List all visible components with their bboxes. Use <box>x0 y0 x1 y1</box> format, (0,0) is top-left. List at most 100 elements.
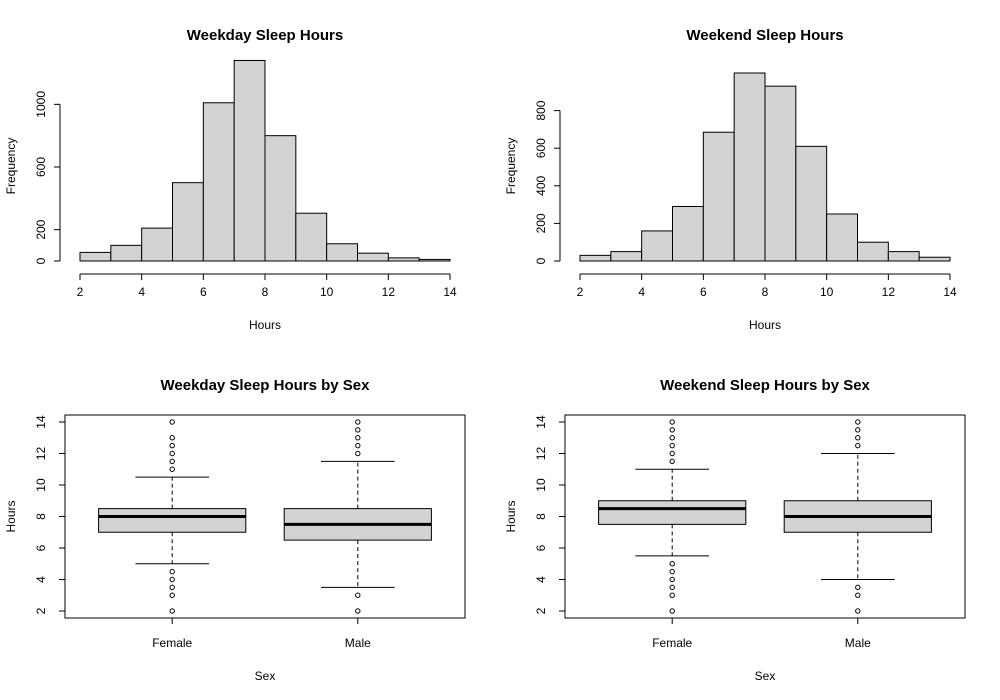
y-tick-label: 12 <box>534 447 548 461</box>
outlier-point <box>355 427 361 433</box>
y-tick-label: 600 <box>34 157 48 177</box>
x-tick-label: 14 <box>943 285 957 299</box>
x-tick-label: Male <box>345 636 371 650</box>
outlier-point <box>169 442 175 449</box>
y-tick-label: 0 <box>534 257 548 264</box>
x-tick-label: 2 <box>577 285 584 299</box>
y-tick-label: 6 <box>34 544 48 551</box>
outlier-point <box>355 442 361 449</box>
chart-title: Weekend Sleep Hours <box>686 27 843 44</box>
y-axis-label: Hours <box>4 500 18 532</box>
x-axis-label: Hours <box>249 318 281 332</box>
x-axis-label: Sex <box>755 669 776 683</box>
y-tick-label: 12 <box>34 447 48 461</box>
y-tick-label: 800 <box>534 100 548 120</box>
y-tick-label: 4 <box>34 576 48 583</box>
chart-title: Weekday Sleep Hours by Sex <box>161 377 371 394</box>
iqr-box <box>98 508 247 533</box>
outlier-point <box>669 450 675 457</box>
outlier-point <box>669 584 675 591</box>
histogram-bar <box>887 251 920 262</box>
histogram-bar <box>172 182 204 262</box>
histogram-bar <box>610 251 643 262</box>
histogram-bar <box>702 131 735 262</box>
chart-title: Weekday Sleep Hours <box>187 27 343 44</box>
outlier-point <box>669 568 675 575</box>
x-tick-label: 6 <box>700 285 707 299</box>
histogram-bar <box>418 258 451 262</box>
outlier-point <box>669 592 675 598</box>
y-tick-label: 10 <box>34 478 48 492</box>
x-tick-label: 4 <box>638 285 645 299</box>
outlier-point <box>855 592 861 598</box>
histogram-bar <box>579 254 612 262</box>
y-tick-label: 400 <box>534 175 548 195</box>
y-tick-label: 8 <box>34 513 48 520</box>
outlier-point <box>669 561 675 567</box>
outlier-point <box>669 427 675 433</box>
outlier-point <box>669 458 675 465</box>
chart-panel-1: Weekday Sleep Hours 2 4 6 8 10 12 14 0 200 600 1000… <box>4 27 457 332</box>
outlier-point <box>355 419 361 425</box>
x-tick-label: 12 <box>882 285 896 299</box>
outlier-point <box>169 576 175 583</box>
outlier-point <box>169 584 175 591</box>
y-axis-label: Frequency <box>504 138 518 195</box>
y-tick-label: 14 <box>534 415 548 429</box>
y-tick-label: 8 <box>534 513 548 520</box>
histogram-bar <box>387 257 420 262</box>
histogram-bar <box>641 230 674 262</box>
boxplot-male <box>783 419 932 614</box>
y-tick-label: 0 <box>34 257 48 264</box>
x-tick-label: 10 <box>320 285 334 299</box>
histogram-bar <box>764 85 797 262</box>
x-axis-label: Hours <box>749 318 781 332</box>
x-tick-label: 8 <box>762 285 769 299</box>
outlier-point <box>855 584 861 591</box>
histogram-bar <box>233 59 266 262</box>
outlier-point <box>169 568 175 575</box>
x-tick-label: 12 <box>382 285 396 299</box>
histogram-bar <box>264 135 297 262</box>
histogram-bar <box>141 227 174 262</box>
histogram-bar <box>79 251 112 262</box>
chart-title: Weekend Sleep Hours by Sex <box>660 377 870 394</box>
outlier-point <box>169 450 175 457</box>
outlier-point <box>169 419 175 425</box>
x-tick-label: 8 <box>262 285 269 299</box>
y-tick-label: 600 <box>534 138 548 158</box>
chart-panel-3: Weekday Sleep Hours by Sex Female Male 2 4 6 8… <box>4 377 466 683</box>
histogram-bar <box>202 102 235 262</box>
x-tick-label: 2 <box>77 285 84 299</box>
x-tick-label: Female <box>652 636 692 650</box>
histogram-bar <box>110 244 143 262</box>
outlier-point <box>855 442 861 449</box>
outlier-point <box>669 435 675 441</box>
histogram-bar <box>733 72 766 262</box>
boxplot-male <box>283 419 432 614</box>
y-tick-label: 4 <box>534 576 548 583</box>
histogram-bar <box>357 252 389 262</box>
histogram-bar <box>826 213 859 262</box>
outlier-point <box>855 435 861 441</box>
histogram-bar <box>295 212 328 262</box>
chart-panel-4: Weekend Sleep Hours by Sex Female Male 2 4 6 8… <box>504 377 966 683</box>
chart-panel-2: Weekend Sleep Hours 2 4 6 8 10 12 14 0 200 400 600 8… <box>504 27 957 332</box>
y-tick-label: 200 <box>34 219 48 239</box>
histogram-bar <box>857 241 889 262</box>
outlier-point <box>669 419 675 425</box>
iqr-box <box>598 500 747 525</box>
x-tick-label: 6 <box>200 285 207 299</box>
x-tick-label: 14 <box>443 285 457 299</box>
y-tick-label: 6 <box>534 544 548 551</box>
outlier-point <box>355 608 361 614</box>
y-axis-label: Hours <box>504 500 518 532</box>
x-axis-label: Sex <box>255 669 276 683</box>
histogram-bar <box>795 145 828 262</box>
boxplot-female <box>598 419 747 614</box>
x-tick-label: 4 <box>138 285 145 299</box>
outlier-point <box>669 576 675 583</box>
outlier-point <box>169 608 175 614</box>
outlier-point <box>355 592 361 598</box>
